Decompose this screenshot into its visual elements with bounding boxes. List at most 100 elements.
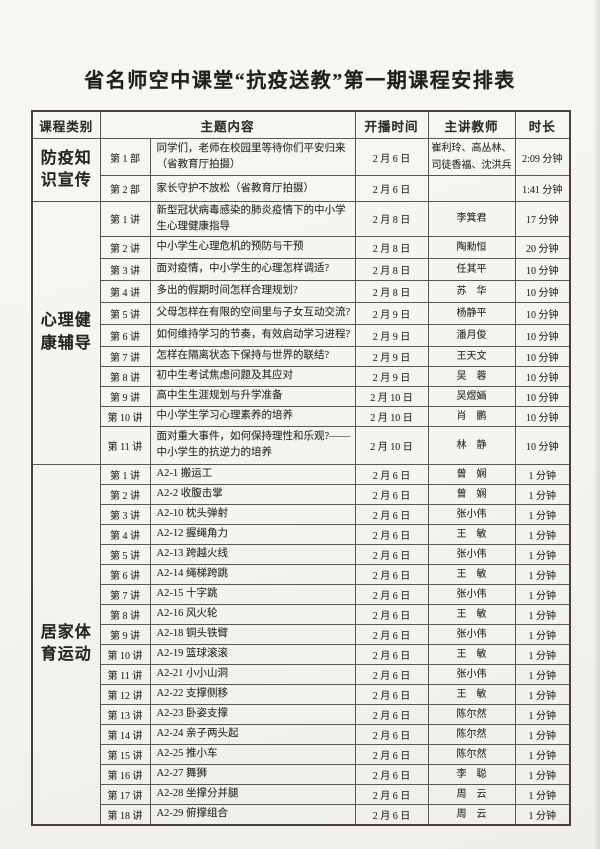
teacher-cell: 王 敏 xyxy=(427,523,516,545)
broadcast-time-cell: 2 月 8 日 xyxy=(354,257,429,281)
table-row: 第 10 讲中小学生学习心理素养的培养 2 月 10 日肖 鹏 10 分钟 xyxy=(32,405,571,427)
schedule-table-body: 防疫知识宣传第 1 部同学们，老师在校园里等待你们平安归来（省教育厅拍摄） 2 月… xyxy=(31,138,571,825)
topic-cell: A2-29 俯撑组合 xyxy=(149,803,356,825)
table-row: 第 9 讲高中生生涯规划与升学准备 2 月 10 日吴煜婳 10 分钟 xyxy=(32,385,571,407)
table-row: 第 11 讲 A2-21 小小山洞 2 月 6 日张小伟 1 分钟 xyxy=(32,663,571,685)
teacher-cell: 王 敏 xyxy=(427,603,516,625)
topic-cell: 中小学生心理危机的预防与干预 xyxy=(149,235,356,259)
duration-cell: 1 分钟 xyxy=(514,623,571,645)
topic-cell: 高中生生涯规划与升学准备 xyxy=(149,385,356,407)
table-row: 第 8 讲初中生考试焦虑问题及其应对 2 月 9 日吴 蓉 10 分钟 xyxy=(32,365,571,387)
topic-cell: 家长守护不放松（省教育厅拍摄） xyxy=(149,175,356,202)
lecture-number-cell: 第 2 讲 xyxy=(99,235,151,259)
topic-cell: A2-1 搬运工 xyxy=(149,463,356,485)
broadcast-time-cell: 2 月 6 日 xyxy=(354,175,429,202)
teacher-cell: 陈尔然 xyxy=(427,723,516,745)
teacher-cell: 张小伟 xyxy=(427,583,516,605)
teacher-cell: 陈尔然 xyxy=(427,703,516,725)
duration-cell: 10 分钟 xyxy=(514,279,571,303)
table-row: 第 13 讲 A2-23 卧姿支撑 2 月 6 日陈尔然 1 分钟 xyxy=(32,703,571,725)
broadcast-time-cell: 2 月 6 日 xyxy=(354,783,429,805)
table-row: 第 9 讲 A2-18 铜头铁臂 2 月 6 日张小伟 1 分钟 xyxy=(32,623,571,645)
broadcast-time-cell: 2 月 6 日 xyxy=(354,703,429,725)
table-row: 第 3 讲 A2-10 枕头弹射 2 月 6 日张小伟 1 分钟 xyxy=(32,503,571,525)
lecture-number-cell: 第 6 讲 xyxy=(99,563,151,585)
topic-cell: A2-28 坐撑分并腿 xyxy=(149,783,356,805)
table-row: 第 3 讲面对疫情，中小学生的心理怎样调适? 2 月 8 日任其平 10 分钟 xyxy=(32,257,571,281)
lecture-number-cell: 第 1 讲 xyxy=(99,201,151,237)
topic-cell: 面对重大事件，如何保持理性和乐观?——中小学生的抗逆力的培养 xyxy=(149,425,356,465)
teacher-cell: 杨静平 xyxy=(427,301,516,325)
topic-cell: 面对疫情，中小学生的心理怎样调适? xyxy=(149,257,356,281)
lecture-number-cell: 第 10 讲 xyxy=(99,643,151,665)
topic-cell: 怎样在隔离状态下保持与世界的联结? xyxy=(149,345,356,367)
broadcast-time-cell: 2 月 10 日 xyxy=(354,405,429,427)
teacher-cell: 陶勑恒 xyxy=(427,235,516,259)
table-row: 防疫知识宣传第 1 部同学们，老师在校园里等待你们平安归来（省教育厅拍摄） 2 月… xyxy=(31,138,571,202)
topic-cell: A2-24 亲子两头起 xyxy=(149,723,356,745)
topic-cell: 中小学生学习心理素养的培养 xyxy=(149,405,356,427)
table-row: 第 7 讲怎样在隔离状态下保持与世界的联结? 2 月 9 日王天文 10 分钟 xyxy=(32,345,571,367)
broadcast-time-cell: 2 月 6 日 xyxy=(354,643,429,665)
broadcast-time-cell: 2 月 6 日 xyxy=(354,138,429,176)
table-row: 第 7 讲 A2-15 十字跳 2 月 6 日张小伟 1 分钟 xyxy=(32,583,571,605)
lecture-number-cell: 第 2 部 xyxy=(99,175,151,202)
duration-cell: 1 分钟 xyxy=(514,703,571,725)
lecture-number-cell: 第 7 讲 xyxy=(99,345,151,367)
table-row: 第 2 部家长守护不放松（省教育厅拍摄） 2 月 6 日 1:41 分钟 xyxy=(32,175,571,202)
duration-cell: 1 分钟 xyxy=(514,563,571,585)
teacher-cell: 张小伟 xyxy=(427,623,516,645)
duration-cell: 10 分钟 xyxy=(514,257,571,281)
lecture-number-cell: 第 11 讲 xyxy=(99,425,151,465)
page-title: 省名师空中课堂“抗疫送教”第一期课程安排表 xyxy=(84,70,516,92)
category-cell: 心理健康辅导 xyxy=(31,201,101,465)
lecture-number-cell: 第 17 讲 xyxy=(99,783,151,805)
header-row: 课程类别 主题内容 开播时间 主讲教师 时长 xyxy=(31,110,571,139)
teacher-cell: 王天文 xyxy=(427,345,516,367)
lecture-number-cell: 第 15 讲 xyxy=(99,743,151,765)
scan-edge-shadow xyxy=(593,0,600,849)
broadcast-time-cell: 2 月 6 日 xyxy=(354,463,429,485)
duration-cell: 1 分钟 xyxy=(514,763,571,785)
teacher-cell: 李 聪 xyxy=(427,763,516,785)
topic-cell: A2-27 舞狮 xyxy=(149,763,356,785)
header-time: 开播时间 xyxy=(354,110,429,139)
lecture-number-cell: 第 6 讲 xyxy=(99,323,151,347)
duration-cell: 1 分钟 xyxy=(514,783,571,805)
topic-cell: A2-15 十字跳 xyxy=(149,583,356,605)
topic-cell: 父母怎样在有限的空间里与子女互动交流? xyxy=(149,301,356,325)
duration-cell: 1 分钟 xyxy=(514,463,571,485)
duration-cell: 1 分钟 xyxy=(514,543,571,565)
broadcast-time-cell: 2 月 6 日 xyxy=(354,563,429,585)
category-cell: 居家体育运动 xyxy=(31,463,101,825)
duration-cell: 1 分钟 xyxy=(514,723,571,745)
topic-cell: A2-18 铜头铁臂 xyxy=(149,623,356,645)
lecture-number-cell: 第 10 讲 xyxy=(99,405,151,427)
duration-cell: 20 分钟 xyxy=(514,235,571,259)
lecture-number-cell: 第 9 讲 xyxy=(99,385,151,407)
broadcast-time-cell: 2 月 9 日 xyxy=(354,301,429,325)
lecture-number-cell: 第 1 部 xyxy=(99,138,151,176)
topic-cell: 初中生考试焦虑问题及其应对 xyxy=(149,365,356,387)
lecture-number-cell: 第 16 讲 xyxy=(99,763,151,785)
duration-cell: 10 分钟 xyxy=(514,345,571,367)
teacher-cell: 周 云 xyxy=(427,803,516,825)
lecture-number-cell: 第 3 讲 xyxy=(99,257,151,281)
table-row: 第 4 讲多出的假期时间怎样合理规划? 2 月 8 日苏 华 10 分钟 xyxy=(32,279,571,303)
teacher-cell: 王 敏 xyxy=(427,683,516,705)
duration-cell: 10 分钟 xyxy=(514,405,571,427)
duration-cell: 10 分钟 xyxy=(514,301,571,325)
duration-cell: 17 分钟 xyxy=(514,201,571,237)
table-row: 第 15 讲 A2-25 推小车 2 月 6 日陈尔然 1 分钟 xyxy=(32,743,571,765)
lecture-number-cell: 第 4 讲 xyxy=(99,279,151,303)
duration-cell: 1 分钟 xyxy=(514,663,571,685)
broadcast-time-cell: 2 月 9 日 xyxy=(354,365,429,387)
table-row: 第 5 讲 A2-13 跨越火线 2 月 6 日张小伟 1 分钟 xyxy=(32,543,571,565)
category-cell: 防疫知识宣传 xyxy=(31,138,101,202)
duration-cell: 10 分钟 xyxy=(514,385,571,407)
duration-cell: 10 分钟 xyxy=(514,365,571,387)
